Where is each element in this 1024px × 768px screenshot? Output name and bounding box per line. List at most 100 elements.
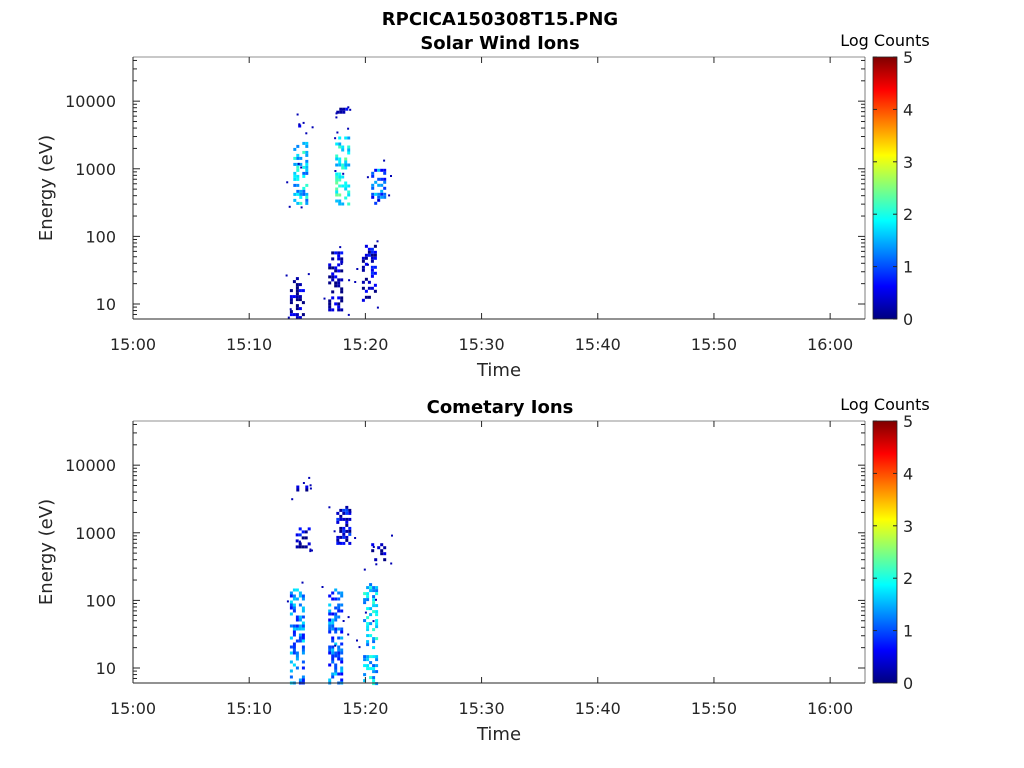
heatmap-cell <box>370 265 374 269</box>
heatmap-cell <box>337 657 341 661</box>
heatmap-cell <box>336 511 340 515</box>
heatmap-cell <box>298 618 302 622</box>
heatmap-cell <box>375 592 379 596</box>
heatmap-cell <box>334 654 338 658</box>
heatmap-cell <box>337 615 341 619</box>
heatmap-cell <box>335 172 339 176</box>
heatmap-cell <box>340 594 344 598</box>
heatmap-cell <box>291 498 294 501</box>
heatmap-cell <box>340 591 344 595</box>
heatmap <box>286 476 393 686</box>
heatmap-cell <box>300 206 303 209</box>
heatmap-cell <box>344 160 348 164</box>
heatmap-cell <box>328 275 332 279</box>
heatmap-cell <box>298 533 302 537</box>
heatmap-cell <box>390 562 393 565</box>
heatmap-cell <box>372 620 375 623</box>
heatmap-cell <box>371 174 375 178</box>
heatmap-cell <box>338 172 342 176</box>
heatmap-cell <box>334 281 338 285</box>
heatmap-cell <box>301 651 305 655</box>
heatmap-cell <box>337 603 341 607</box>
colorbar-tick-label: 5 <box>903 412 913 431</box>
heatmap-cell <box>354 537 357 539</box>
heatmap-cell <box>334 630 338 634</box>
heatmap-cell <box>289 298 293 302</box>
colorbar <box>872 56 898 320</box>
heatmap-cell <box>305 488 309 492</box>
heatmap-cell <box>369 661 373 665</box>
x-tick-label: 15:10 <box>226 699 272 718</box>
heatmap-cell <box>334 651 338 655</box>
heatmap-cell <box>372 628 376 632</box>
heatmap-cell <box>345 517 349 521</box>
heatmap-cell <box>298 124 302 128</box>
heatmap-cell <box>298 639 302 643</box>
heatmap-cell <box>363 679 367 683</box>
heatmap-cell <box>342 620 345 622</box>
heatmap-cell <box>338 136 342 140</box>
heatmap-cell <box>349 511 352 513</box>
heatmap-cell <box>295 597 299 601</box>
heatmap-cell <box>366 628 370 632</box>
heatmap-cell <box>305 162 309 166</box>
heatmap-cell <box>298 624 302 628</box>
heatmap-cell <box>302 189 306 193</box>
heatmap-cell <box>342 110 346 114</box>
heatmap-cell <box>302 192 306 196</box>
heatmap-cell <box>341 184 345 188</box>
heatmap-cell <box>289 660 293 664</box>
heatmap-cell <box>302 174 306 178</box>
heatmap-cell <box>331 648 335 652</box>
heatmap-cell <box>338 178 342 182</box>
heatmap-cell <box>361 298 365 302</box>
heatmap-cell <box>301 624 305 628</box>
heatmap-cell <box>297 162 300 165</box>
heatmap-cell <box>334 302 338 306</box>
heatmap-cell <box>295 539 299 543</box>
heatmap-cell <box>304 545 308 549</box>
heatmap-cell <box>328 594 332 598</box>
heatmap-cell <box>373 244 377 248</box>
heatmap-cell <box>334 644 337 647</box>
heatmap-cell <box>292 648 296 652</box>
heatmap-cell <box>380 177 384 181</box>
heatmap-cell <box>296 156 300 160</box>
heatmap-cell <box>338 175 342 179</box>
heatmap-cell <box>370 253 374 257</box>
panel-solar-wind: 15:00 15:10 15:20 15:30 15:40 15:50 16:0010100… <box>36 31 930 381</box>
heatmap-cell <box>298 627 302 631</box>
colorbar-tick-label: 5 <box>903 48 913 67</box>
heatmap-cell <box>341 145 345 149</box>
heatmap-cell <box>347 633 350 636</box>
heatmap-cell <box>307 542 311 546</box>
heatmap-cell <box>348 279 351 282</box>
heatmap-cell <box>334 269 338 273</box>
heatmap-cell <box>373 253 377 257</box>
heatmap-cell <box>299 201 303 205</box>
heatmap-cell <box>337 302 341 306</box>
heatmap-cell <box>295 286 299 290</box>
x-tick-label: 15:40 <box>575 699 621 718</box>
heatmap-cell <box>372 667 376 671</box>
heatmap-cell <box>292 313 296 317</box>
heatmap-cell <box>336 541 340 545</box>
heatmap-cell <box>305 132 308 135</box>
heatmap-cell <box>289 591 293 595</box>
heatmap-cell <box>331 675 335 679</box>
heatmap-cell <box>298 615 302 619</box>
heatmap-cell <box>289 603 293 607</box>
heatmap-cell <box>383 195 387 199</box>
heatmap-cell <box>342 172 345 175</box>
heatmap-cell <box>295 295 299 299</box>
heatmap-cell <box>364 256 368 260</box>
heatmap-cell <box>345 535 349 539</box>
heatmap-cell <box>301 313 305 317</box>
heatmap-cell <box>344 136 348 140</box>
heatmap-cell <box>375 664 379 668</box>
heatmap-cell <box>287 316 290 319</box>
heatmap-cell <box>366 664 370 668</box>
heatmap-cell <box>298 123 301 126</box>
heatmap-cell <box>311 126 314 129</box>
heatmap-cell <box>383 168 387 172</box>
